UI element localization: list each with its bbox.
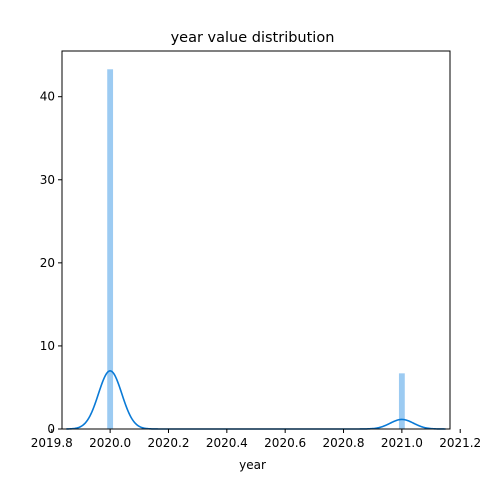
axes-layer: [61, 50, 451, 430]
x-tick-label-1: 2020.0: [89, 436, 131, 450]
plot-frame: [61, 50, 451, 430]
kde-layer: [66, 370, 446, 430]
x-tick-label-0: 2019.8: [31, 436, 73, 450]
y-tick-label-3: 30: [40, 173, 55, 187]
histogram-bar-0: [107, 69, 114, 430]
x-tick-label-4: 2020.6: [264, 436, 306, 450]
y-tick-label-2: 20: [40, 256, 55, 270]
histogram-bar-1: [398, 373, 405, 429]
x-axis-label: year: [239, 458, 266, 472]
y-tick-label-1: 10: [40, 339, 55, 353]
bars-layer: [107, 69, 405, 430]
kde-curve: [66, 370, 446, 430]
ticks-layer: 2019.8 2020.0 2020.2 2020.4 2020.6 2020.8 2021…: [31, 90, 481, 450]
x-tick-label-5: 2020.8: [323, 436, 365, 450]
y-tick-label-0: 0: [47, 422, 55, 436]
y-tick-label-4: 40: [40, 90, 55, 104]
x-tick-label-7: 2021.2: [439, 436, 481, 450]
x-tick-label-3: 2020.4: [206, 436, 248, 450]
chart-title: year value distribution: [171, 30, 335, 46]
x-tick-label-6: 2021.0: [381, 436, 423, 450]
x-tick-label-2: 2020.2: [147, 436, 189, 450]
